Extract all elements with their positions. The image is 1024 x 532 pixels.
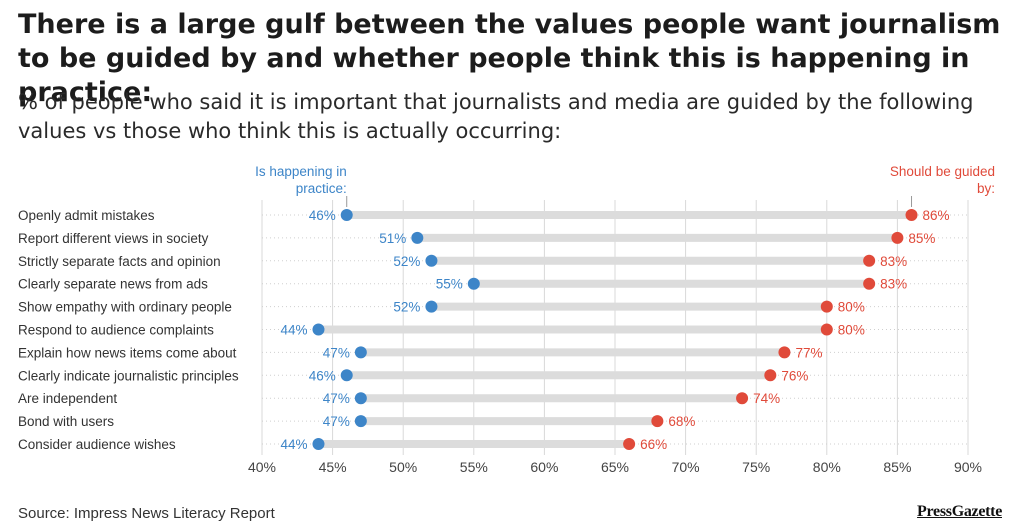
should-value-label: 86% bbox=[923, 208, 950, 223]
x-tick-label: 85% bbox=[883, 459, 911, 475]
practice-value-label: 47% bbox=[323, 345, 350, 360]
practice-value-label: 52% bbox=[393, 254, 420, 269]
source-note: Source: Impress News Literacy Report bbox=[18, 505, 275, 522]
category-label: Clearly indicate journalistic principles bbox=[18, 368, 239, 383]
practice-dot bbox=[340, 209, 353, 221]
x-tick-label: 65% bbox=[601, 459, 629, 475]
should-dot bbox=[820, 323, 833, 336]
practice-dot bbox=[425, 300, 438, 313]
category-label: Show empathy with ordinary people bbox=[18, 300, 232, 315]
practice-legend-label: Is happening in practice: bbox=[255, 164, 347, 196]
practice-dot bbox=[354, 415, 367, 428]
should-value-label: 76% bbox=[781, 368, 808, 383]
x-tick-label: 55% bbox=[460, 459, 488, 475]
category-label: Openly admit mistakes bbox=[18, 208, 155, 223]
practice-value-label: 52% bbox=[393, 300, 420, 315]
should-dot bbox=[778, 346, 791, 359]
should-value-label: 66% bbox=[640, 437, 667, 452]
should-dot bbox=[651, 415, 664, 428]
should-dot bbox=[820, 300, 833, 313]
chart-subtitle: % of people who said it is important tha… bbox=[18, 90, 974, 143]
should-dot bbox=[623, 438, 636, 450]
should-dot bbox=[863, 277, 876, 290]
practice-value-label: 44% bbox=[280, 437, 307, 452]
practice-dot bbox=[312, 438, 325, 450]
practice-dot bbox=[467, 277, 480, 290]
practice-value-label: 55% bbox=[436, 277, 463, 292]
x-tick-label: 45% bbox=[319, 459, 347, 475]
practice-dot bbox=[354, 346, 367, 359]
practice-dot bbox=[312, 323, 325, 336]
chart-title: There is a large gulf between the values… bbox=[18, 9, 1001, 108]
practice-value-label: 46% bbox=[309, 368, 336, 383]
should-legend-label: Should be guided by: bbox=[890, 164, 995, 196]
x-tick-label: 40% bbox=[248, 459, 276, 475]
category-label: Clearly separate news from ads bbox=[18, 277, 208, 292]
practice-value-label: 47% bbox=[323, 391, 350, 406]
should-value-label: 85% bbox=[908, 231, 935, 246]
practice-value-label: 51% bbox=[379, 231, 406, 246]
x-tick-label: 60% bbox=[530, 459, 558, 475]
should-value-label: 74% bbox=[753, 391, 780, 406]
should-value-label: 68% bbox=[668, 414, 695, 429]
category-label: Are independent bbox=[18, 391, 117, 406]
should-value-label: 80% bbox=[838, 323, 865, 338]
practice-dot bbox=[411, 231, 424, 244]
category-label: Consider audience wishes bbox=[18, 437, 176, 452]
x-tick-label: 70% bbox=[672, 459, 700, 475]
should-dot bbox=[764, 369, 777, 382]
should-value-label: 83% bbox=[880, 254, 907, 269]
practice-dot bbox=[340, 369, 353, 382]
category-label: Explain how news items come about bbox=[18, 345, 237, 360]
should-dot bbox=[905, 209, 918, 221]
x-tick-label: 75% bbox=[742, 459, 770, 475]
practice-dot bbox=[425, 254, 438, 267]
category-label: Report different views in society bbox=[18, 231, 209, 246]
should-dot bbox=[736, 392, 749, 405]
should-value-label: 83% bbox=[880, 277, 907, 292]
x-tick-label: 50% bbox=[389, 459, 417, 475]
category-label: Bond with users bbox=[18, 414, 114, 429]
should-dot bbox=[863, 254, 876, 267]
category-label: Strictly separate facts and opinion bbox=[18, 254, 221, 269]
practice-value-label: 46% bbox=[309, 208, 336, 223]
category-label: Respond to audience complaints bbox=[18, 323, 214, 338]
press-gazette-logo: PressGazette bbox=[917, 503, 1002, 520]
practice-dot bbox=[354, 392, 367, 405]
x-tick-label: 90% bbox=[954, 459, 982, 475]
should-dot bbox=[891, 231, 904, 244]
x-tick-label: 80% bbox=[813, 459, 841, 475]
practice-value-label: 47% bbox=[323, 414, 350, 429]
practice-value-label: 44% bbox=[280, 323, 307, 338]
should-value-label: 77% bbox=[795, 345, 822, 360]
should-value-label: 80% bbox=[838, 300, 865, 315]
